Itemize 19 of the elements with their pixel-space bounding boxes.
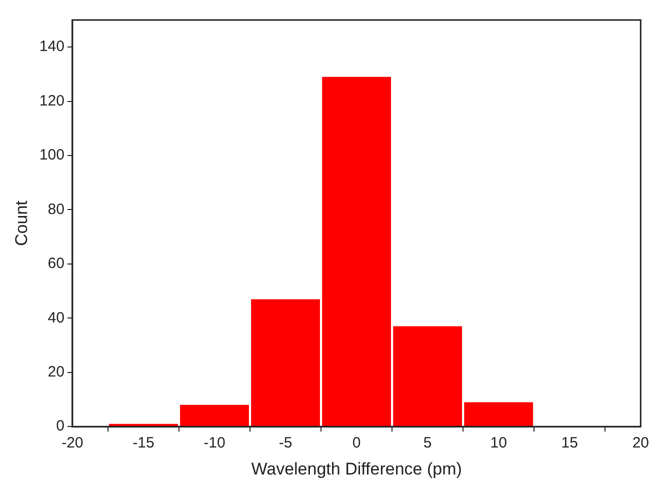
- x-tick-label: -20: [62, 434, 84, 452]
- y-axis-title: Count: [12, 200, 31, 246]
- x-tick-label: 15: [561, 434, 578, 452]
- x-tick-label: -15: [132, 434, 154, 452]
- x-tick-label: 0: [352, 434, 361, 452]
- y-tick-label: 80: [48, 200, 64, 218]
- x-tick-label: -5: [278, 434, 292, 452]
- y-tick-label: 0: [56, 418, 64, 435]
- y-tick-label: 100: [39, 146, 64, 164]
- x-axis-title: Wavelength Difference (pm): [251, 459, 462, 478]
- y-tick-label: 60: [48, 255, 64, 272]
- y-tick-label: 120: [39, 92, 64, 110]
- x-tick-label: 5: [423, 434, 432, 452]
- x-tick-label: 10: [490, 434, 507, 452]
- y-tick-label: 20: [48, 364, 64, 381]
- y-tick-label: 140: [39, 38, 64, 56]
- x-tick-label: 20: [632, 434, 649, 452]
- y-tick-label: 40: [48, 309, 64, 326]
- x-tick-label: -10: [204, 434, 226, 452]
